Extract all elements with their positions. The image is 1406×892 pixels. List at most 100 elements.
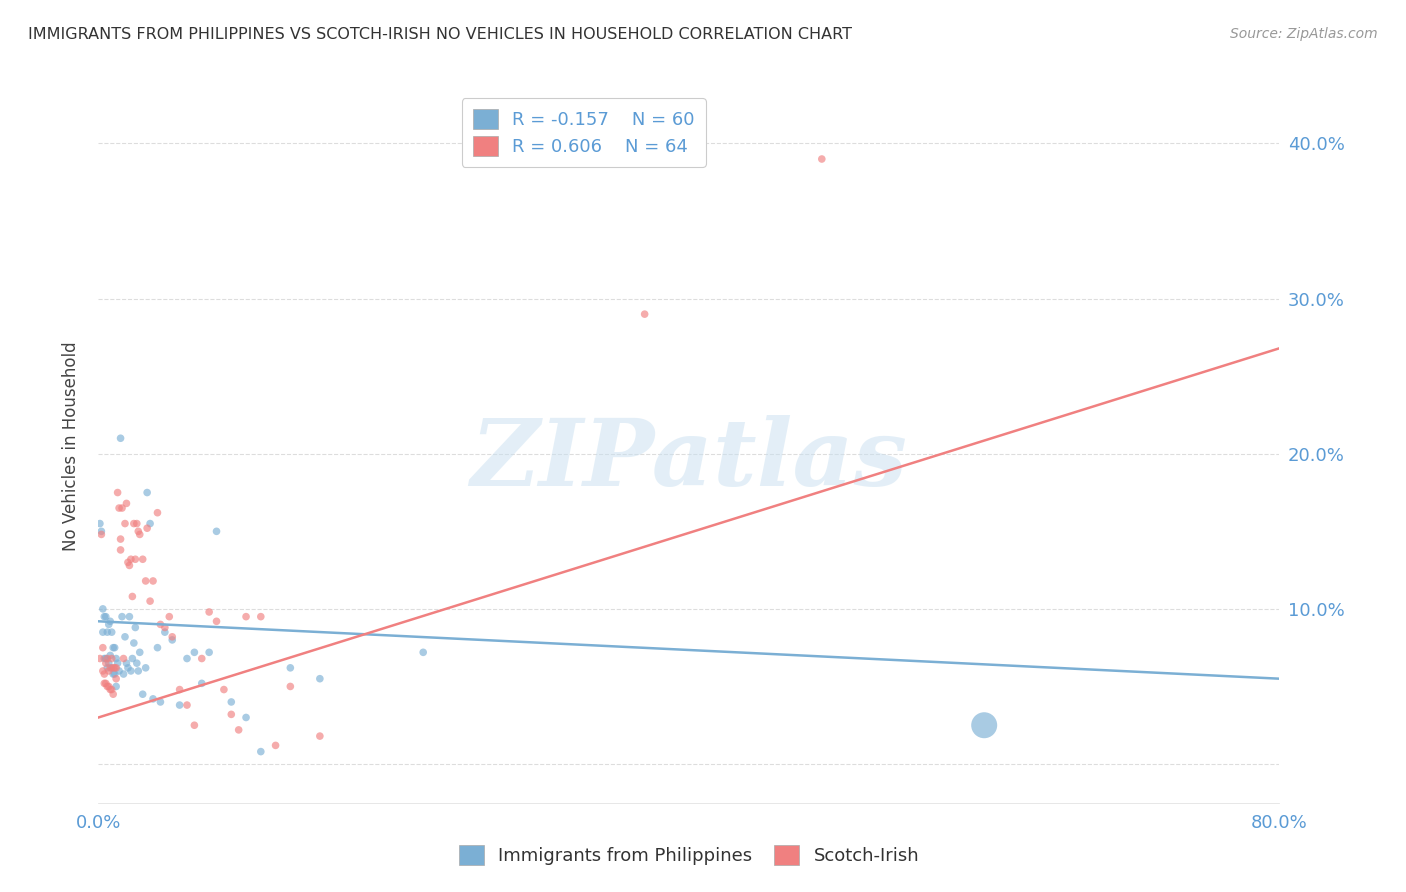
Legend: Immigrants from Philippines, Scotch-Irish: Immigrants from Philippines, Scotch-Iris… [451, 838, 927, 872]
Point [93, 651, 115, 665]
Point [183, 718, 205, 732]
Point [115, 496, 138, 510]
Point [91, 602, 114, 616]
Point [146, 506, 169, 520]
Point [89, 516, 111, 531]
Y-axis label: No Vehicles in Household: No Vehicles in Household [62, 341, 80, 551]
Point [162, 632, 183, 647]
Point [228, 723, 250, 737]
Point [105, 651, 128, 665]
Point [153, 620, 176, 634]
Point [110, 532, 132, 546]
Point [183, 645, 205, 659]
Point [107, 485, 129, 500]
Point [112, 651, 135, 665]
Point [278, 661, 302, 675]
Point [97, 664, 120, 678]
Point [97, 680, 120, 694]
Point [117, 555, 139, 569]
Point [149, 695, 172, 709]
Point [810, 152, 832, 166]
Point [110, 431, 132, 445]
Point [120, 664, 142, 678]
Point [98, 682, 121, 697]
Point [120, 552, 142, 566]
Point [114, 630, 136, 644]
Point [633, 307, 655, 321]
Point [110, 543, 132, 558]
Point [127, 664, 149, 678]
Point [235, 710, 257, 724]
Point [127, 524, 149, 539]
Point [103, 687, 125, 701]
Point [91, 625, 114, 640]
Point [198, 645, 221, 659]
Point [157, 609, 180, 624]
Point [103, 661, 125, 675]
Point [139, 594, 162, 608]
Point [121, 651, 143, 665]
Point [96, 625, 118, 640]
Text: IMMIGRANTS FROM PHILIPPINES VS SCOTCH-IRISH NO VEHICLES IN HOUSEHOLD CORRELATION: IMMIGRANTS FROM PHILIPPINES VS SCOTCH-IR… [28, 27, 852, 42]
Point [91, 640, 114, 655]
Point [176, 698, 198, 712]
Point [98, 661, 121, 675]
Point [122, 516, 145, 531]
Point [98, 648, 121, 663]
Point [114, 516, 136, 531]
Point [153, 625, 176, 640]
Point [108, 664, 131, 678]
Point [191, 676, 214, 690]
Text: ZIPatlas: ZIPatlas [471, 416, 907, 505]
Point [90, 524, 112, 539]
Point [107, 656, 129, 670]
Point [118, 558, 141, 573]
Point [104, 667, 127, 681]
Point [205, 524, 228, 539]
Point [103, 667, 125, 681]
Point [176, 651, 198, 665]
Point [169, 698, 191, 712]
Point [96, 680, 118, 694]
Point [278, 680, 302, 694]
Point [309, 729, 332, 743]
Point [124, 552, 146, 566]
Point [111, 501, 134, 516]
Point [128, 527, 150, 541]
Point [198, 605, 221, 619]
Point [100, 682, 122, 697]
Point [219, 695, 242, 709]
Point [96, 651, 118, 665]
Point [105, 661, 128, 675]
Point [93, 676, 115, 690]
Point [235, 609, 257, 624]
Point [128, 645, 150, 659]
Point [100, 625, 122, 640]
Point [125, 516, 148, 531]
Point [169, 682, 191, 697]
Point [94, 656, 117, 670]
Point [90, 527, 112, 541]
Point [100, 651, 122, 665]
Point [100, 661, 122, 675]
Point [98, 615, 121, 629]
Point [135, 661, 157, 675]
Point [89, 651, 111, 665]
Point [132, 687, 155, 701]
Point [97, 617, 120, 632]
Point [105, 672, 128, 686]
Point [142, 691, 165, 706]
Point [94, 676, 117, 690]
Point [136, 485, 159, 500]
Point [122, 636, 145, 650]
Point [412, 645, 434, 659]
Point [93, 609, 115, 624]
Point [117, 661, 139, 675]
Point [250, 609, 273, 624]
Point [136, 521, 159, 535]
Point [149, 617, 172, 632]
Point [108, 501, 131, 516]
Point [205, 615, 228, 629]
Point [973, 718, 995, 732]
Point [219, 707, 242, 722]
